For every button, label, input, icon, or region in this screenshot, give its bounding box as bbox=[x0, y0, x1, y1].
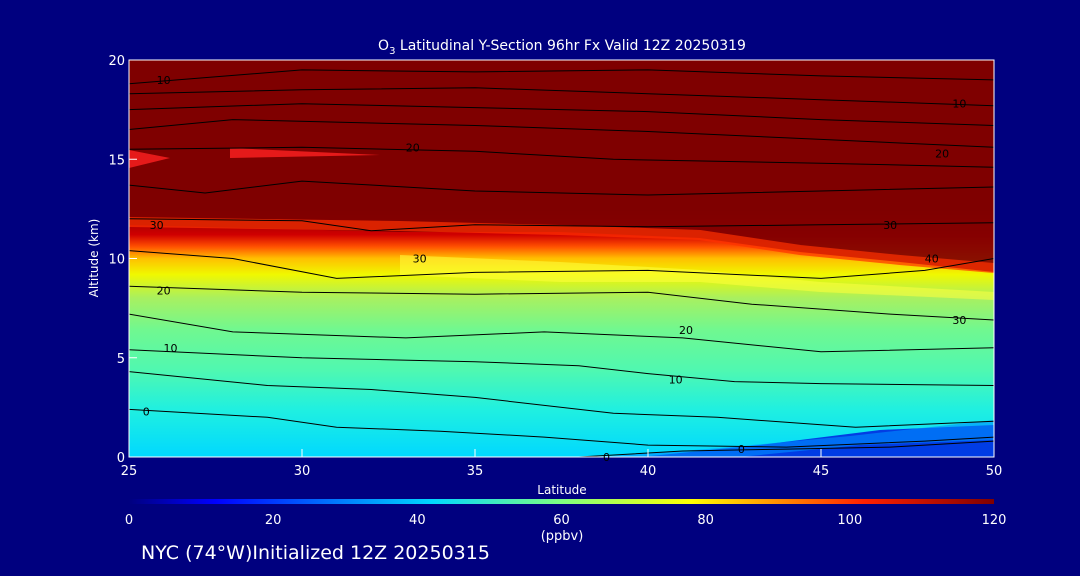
contour-line bbox=[129, 218, 994, 232]
y-axis-label: Altitude (km) bbox=[87, 219, 101, 298]
contour-line bbox=[129, 349, 994, 386]
contour-line bbox=[129, 69, 994, 85]
x-tick-label: 50 bbox=[986, 464, 1003, 479]
x-axis-label: Latitude bbox=[537, 483, 586, 497]
contour-label: 30 bbox=[883, 219, 897, 232]
contour-line bbox=[129, 408, 994, 448]
contour-label: 40 bbox=[925, 253, 939, 266]
y-tick-label: 5 bbox=[117, 352, 125, 367]
colorbar: 0 20 40 60 80 100 120 (ppbv) bbox=[125, 499, 1007, 544]
plot-area: 10 10 20 20 30 30 30 30 40 20 20 10 10 0 0 0 bbox=[128, 59, 995, 464]
tropopause-band bbox=[129, 60, 994, 272]
y-axis-ticks: 0 5 10 15 20 bbox=[108, 54, 137, 466]
title-rest: Latitudinal Y-Section 96hr Fx Valid 12Z … bbox=[395, 38, 746, 54]
contour-label: 20 bbox=[935, 147, 949, 160]
contour-label: 0 bbox=[143, 405, 150, 418]
contour-label: 10 bbox=[669, 374, 683, 387]
low-ozone-edge bbox=[600, 420, 994, 457]
contour-label: 20 bbox=[679, 324, 693, 337]
stratospheric-streak bbox=[129, 148, 380, 168]
y-tick-label: 20 bbox=[108, 54, 125, 69]
colorbar-tick-label: 100 bbox=[837, 513, 862, 528]
colorbar-ticks: 0 20 40 60 80 100 120 bbox=[125, 513, 1007, 528]
x-tick-label: 40 bbox=[640, 464, 657, 479]
contour-label: 10 bbox=[952, 98, 966, 111]
contour-label: 20 bbox=[406, 141, 420, 154]
title-sub: 3 bbox=[389, 46, 395, 57]
x-tick-label: 45 bbox=[813, 464, 830, 479]
contour-line bbox=[129, 371, 994, 428]
contour-line bbox=[129, 146, 994, 168]
contour-line bbox=[129, 103, 994, 126]
contour-line bbox=[129, 250, 994, 279]
title-main: O bbox=[378, 38, 389, 54]
contour-line bbox=[129, 87, 994, 107]
colorbar-tick-label: 60 bbox=[553, 513, 570, 528]
x-axis-ticks: 25 30 35 40 45 50 bbox=[121, 449, 1003, 479]
contour-line bbox=[129, 119, 994, 148]
footer-info: NYC (74°W)Initialized 12Z 20250315 bbox=[141, 542, 490, 564]
x-tick-label: 25 bbox=[121, 464, 138, 479]
contour-label: 0 bbox=[738, 443, 745, 456]
contour-line bbox=[129, 285, 994, 321]
x-tick-label: 30 bbox=[294, 464, 311, 479]
contour-line bbox=[129, 313, 994, 353]
contour-label: 0 bbox=[603, 451, 610, 464]
colorbar-bar bbox=[129, 499, 994, 504]
colorbar-tick-label: 40 bbox=[409, 513, 426, 528]
tropopause-edge bbox=[129, 217, 994, 273]
contour-label: 10 bbox=[164, 342, 178, 355]
chart-title: O3 Latitudinal Y-Section 96hr Fx Valid 1… bbox=[378, 38, 746, 57]
contour-label: 30 bbox=[413, 253, 427, 266]
colorbar-tick-label: 0 bbox=[125, 513, 133, 528]
contour-line bbox=[129, 180, 994, 196]
y-tick-label: 0 bbox=[117, 451, 125, 466]
colorbar-unit: (ppbv) bbox=[541, 529, 584, 544]
colorbar-tick-label: 120 bbox=[982, 513, 1007, 528]
contour-label: 30 bbox=[952, 314, 966, 327]
contour-label: 30 bbox=[150, 219, 164, 232]
colorbar-tick-label: 20 bbox=[265, 513, 282, 528]
x-tick-label: 35 bbox=[467, 464, 484, 479]
contour-label: 10 bbox=[157, 74, 171, 87]
y-tick-label: 10 bbox=[108, 253, 125, 268]
contour-lines bbox=[129, 69, 994, 457]
colorbar-tick-label: 80 bbox=[697, 513, 714, 528]
contour-labels: 10 10 20 20 30 30 30 30 40 20 20 10 10 0 0 0 bbox=[143, 74, 967, 464]
contour-label: 20 bbox=[157, 284, 171, 297]
yellow-band bbox=[400, 255, 994, 300]
y-tick-label: 15 bbox=[108, 153, 125, 168]
